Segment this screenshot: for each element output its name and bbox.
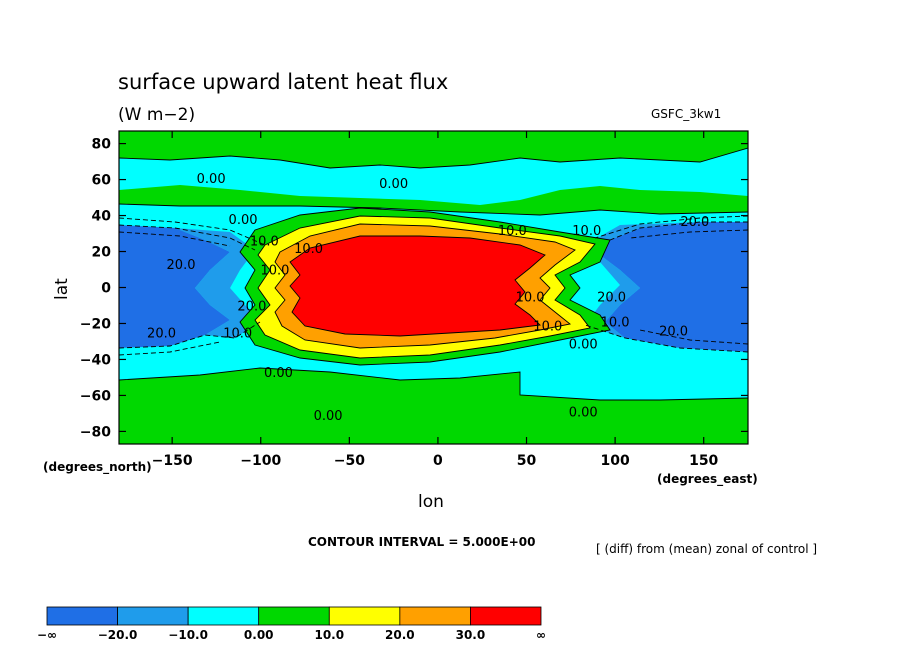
contour-label: 10.0 [294, 242, 323, 257]
contour-label: 10.0 [516, 290, 545, 305]
colorbar-label: 10.0 [314, 628, 344, 642]
description-text: [ (diff) from (mean) zonal of control ] [596, 542, 817, 556]
chart-units: (W m−2) [118, 105, 195, 125]
colorbar-label: 0.00 [244, 628, 274, 642]
colorbar-label: −∞ [37, 628, 57, 642]
contour-label: 20.0 [659, 325, 688, 340]
colorbar-label: ∞ [536, 628, 546, 642]
colorbar-swatch [117, 606, 189, 626]
colorbar-swatch [470, 606, 542, 626]
contour-label: 0.00 [569, 337, 598, 352]
contour-label: 20.0 [680, 215, 709, 230]
contour-label: 10.0 [533, 319, 562, 334]
x-axis: −150 −100 −50 0 50 100 150 [152, 131, 719, 469]
x-tick-label: 150 [689, 453, 718, 469]
x-tick-label: −50 [334, 453, 365, 469]
y-tick-label: 20 [92, 245, 112, 261]
colorbar-swatch [258, 606, 330, 626]
y-tick-label: 80 [92, 137, 112, 153]
colorbar-label: −10.0 [168, 628, 208, 642]
x-tick-label: 100 [600, 453, 629, 469]
band-east-blue [600, 222, 748, 352]
contour-label: 0.00 [197, 172, 226, 187]
chart-title: surface upward latent heat flux [118, 70, 448, 94]
contour-label: 0.00 [264, 366, 293, 381]
band-north-green [119, 131, 748, 168]
y-tick-label: 40 [92, 209, 112, 225]
contour-label: 0.00 [379, 177, 408, 192]
contour-label: 10.0 [260, 264, 289, 279]
colorbar-label: 30.0 [456, 628, 486, 642]
run-label: GSFC_3kw1 [651, 107, 721, 121]
contour-label: 20.0 [597, 290, 626, 305]
colorbar-label: −20.0 [98, 628, 138, 642]
contour-label: 10.0 [498, 224, 527, 239]
y-axis-label: lat [52, 278, 72, 300]
y-unit-label: (degrees_north) [43, 460, 152, 475]
contour-label: 10.0 [223, 326, 252, 341]
y-tick-label: −60 [80, 388, 111, 404]
contour-label: 10.0 [250, 235, 279, 250]
x-tick-label: 50 [517, 453, 537, 469]
x-tick-label: −100 [240, 453, 281, 469]
band-east-midblue [585, 222, 700, 338]
contour-label: 10.0 [601, 316, 630, 331]
contour-label: 10.0 [572, 224, 601, 239]
colorbar-swatch [399, 606, 471, 626]
y-tick-label: 60 [92, 173, 112, 189]
x-tick-label: −150 [152, 453, 193, 469]
contour-lines-negative [119, 215, 748, 356]
band-core-red [290, 236, 545, 336]
colorbar-swatch [187, 606, 260, 626]
colorbar-swatch [46, 606, 118, 626]
colorbar-swatch [328, 606, 401, 626]
band-west-blue [119, 225, 230, 348]
band-south-green-2 [119, 418, 748, 444]
contour-lines [119, 147, 748, 401]
contour-label: 0.00 [229, 213, 258, 228]
y-tick-label: −40 [80, 352, 111, 368]
y-tick-label: −80 [80, 424, 111, 440]
contour-label: 0.00 [569, 406, 598, 421]
band-west-midblue [175, 228, 260, 338]
contour-label: 20.0 [167, 258, 196, 273]
contour-label: 20.0 [237, 299, 266, 314]
x-unit-label: (degrees_east) [657, 472, 758, 487]
contour-label: 20.0 [147, 326, 176, 341]
y-tick-label: 0 [101, 281, 111, 297]
colorbar-label: 20.0 [385, 628, 415, 642]
band-north-green-2 [119, 185, 748, 215]
colorbar: −∞ −20.0 −10.0 0.00 10.0 20.0 30.0 ∞ [37, 606, 546, 642]
contour-interval: CONTOUR INTERVAL = 5.000E+00 [308, 535, 535, 549]
x-axis-label: lon [418, 492, 444, 512]
y-tick-label: −20 [80, 316, 111, 332]
contour-label: 0.00 [314, 409, 343, 424]
y-axis: 80 60 40 20 0 −20 −40 −60 −80 [80, 137, 748, 440]
x-tick-label: 0 [433, 453, 443, 469]
